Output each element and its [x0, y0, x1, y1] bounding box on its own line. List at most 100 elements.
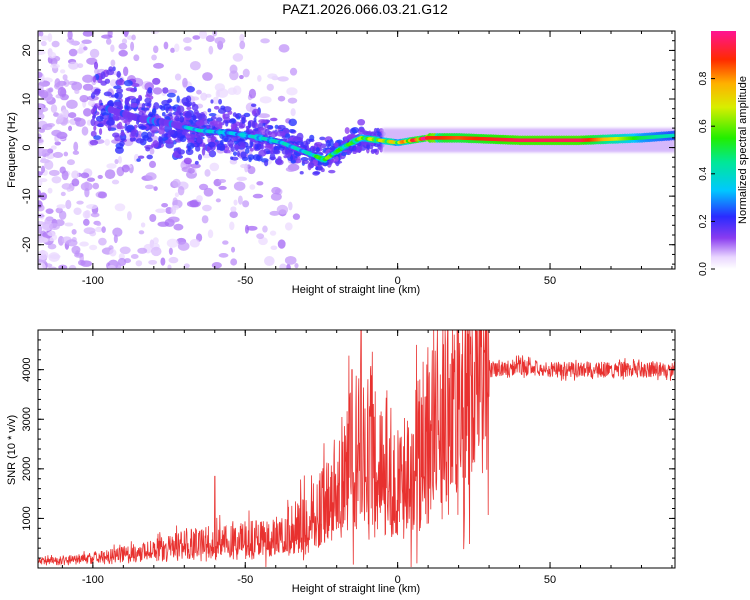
energy-blob — [179, 135, 187, 143]
energy-blob — [233, 139, 239, 145]
noise-blob — [196, 89, 202, 95]
noise-blob — [207, 229, 214, 239]
energy-blob — [319, 136, 326, 141]
energy-blob — [288, 129, 296, 134]
noise-blob — [38, 171, 43, 176]
noise-blob — [163, 41, 169, 50]
noise-blob — [114, 203, 126, 212]
noise-blob — [267, 73, 278, 79]
noise-blob — [230, 258, 238, 266]
noise-blob — [38, 235, 45, 244]
energy-blob — [168, 112, 173, 117]
figure-title: PAZ1.2026.066.03.21.G12 — [282, 1, 448, 17]
energy-blob — [317, 166, 323, 171]
energy-blob — [264, 159, 269, 167]
noise-blob — [285, 166, 297, 172]
energy-blob — [92, 75, 97, 83]
colorbar: 0.0 0.2 0.4 0.6 0.8 Normalized spectral ampl… — [698, 31, 749, 276]
x-tick-label: -100 — [82, 275, 104, 287]
noise-blob — [68, 112, 77, 119]
noise-blob — [83, 218, 90, 226]
spectrogram-ylabel: Frequency (Hz) — [6, 112, 18, 188]
noise-blob — [140, 222, 146, 228]
energy-blob — [174, 117, 184, 122]
noise-blob — [47, 88, 53, 93]
energy-blob — [123, 119, 128, 124]
snr-panel: -100 -50 0 50 1000 2000 3000 4000 Height of st… — [6, 329, 676, 595]
energy-blob — [123, 79, 133, 87]
energy-blob — [308, 138, 315, 143]
energy-blob — [230, 146, 235, 152]
x-tick-label: 50 — [544, 574, 556, 586]
noise-blob — [170, 47, 175, 53]
energy-blob — [315, 147, 320, 153]
noise-blob — [233, 181, 246, 191]
noise-blob — [71, 228, 77, 235]
noise-blob — [211, 261, 222, 269]
energy-blob — [176, 106, 181, 114]
energy-blob — [210, 99, 214, 104]
noise-blob — [63, 151, 69, 157]
noise-blob — [239, 74, 244, 80]
energy-blob — [288, 118, 297, 127]
noise-blob — [109, 79, 118, 87]
y-tick-label: 1000 — [21, 506, 33, 530]
energy-blob — [195, 119, 205, 127]
energy-blob — [228, 118, 237, 124]
noise-blob — [59, 166, 66, 174]
energy-blob — [152, 107, 157, 114]
noise-blob — [246, 225, 258, 231]
noise-blob — [218, 253, 229, 258]
noise-blob — [215, 90, 220, 98]
noise-blob — [149, 160, 157, 169]
noise-blob — [222, 240, 229, 245]
noise-blob — [270, 245, 278, 250]
energy-blob — [355, 144, 363, 153]
energy-blob — [329, 139, 334, 147]
noise-blob — [161, 202, 169, 208]
noise-blob — [73, 141, 79, 152]
energy-blob — [148, 95, 154, 100]
noise-blob — [149, 213, 157, 223]
noise-blob — [38, 250, 49, 260]
energy-blob — [220, 139, 224, 146]
noise-blob — [135, 260, 143, 267]
noise-blob — [172, 178, 181, 188]
noise-blob — [278, 44, 290, 53]
noise-blob — [122, 31, 130, 36]
energy-blob — [319, 143, 327, 149]
noise-blob — [38, 112, 45, 121]
noise-blob — [77, 63, 84, 69]
noise-blob — [121, 164, 130, 173]
noise-blob — [259, 96, 272, 104]
energy-blob — [145, 146, 151, 152]
noise-blob — [133, 54, 140, 62]
noise-blob — [104, 138, 110, 146]
energy-blob — [272, 149, 281, 155]
energy-blob — [95, 115, 104, 122]
noise-blob — [201, 215, 209, 224]
noise-blob — [153, 186, 158, 191]
energy-blob — [221, 146, 225, 151]
energy-blob — [107, 117, 115, 125]
noise-blob — [177, 186, 185, 196]
colorbar-tick-label: 0.2 — [698, 214, 709, 228]
energy-blob — [125, 87, 135, 92]
noise-blob — [96, 222, 102, 227]
energy-blob — [107, 124, 112, 132]
energy-blob — [223, 149, 231, 154]
energy-blob — [192, 114, 197, 121]
energy-blob — [136, 158, 141, 162]
energy-blob — [252, 154, 261, 161]
noise-blob — [264, 256, 275, 266]
energy-blob — [90, 130, 97, 137]
energy-blob — [152, 77, 161, 85]
noise-blob — [81, 39, 92, 45]
noise-blob — [109, 248, 117, 257]
noise-blob — [279, 263, 287, 269]
noise-blob — [149, 147, 155, 155]
energy-blob — [299, 170, 304, 175]
noise-blob — [86, 119, 92, 126]
noise-blob — [57, 86, 67, 97]
energy-blob — [176, 95, 180, 103]
